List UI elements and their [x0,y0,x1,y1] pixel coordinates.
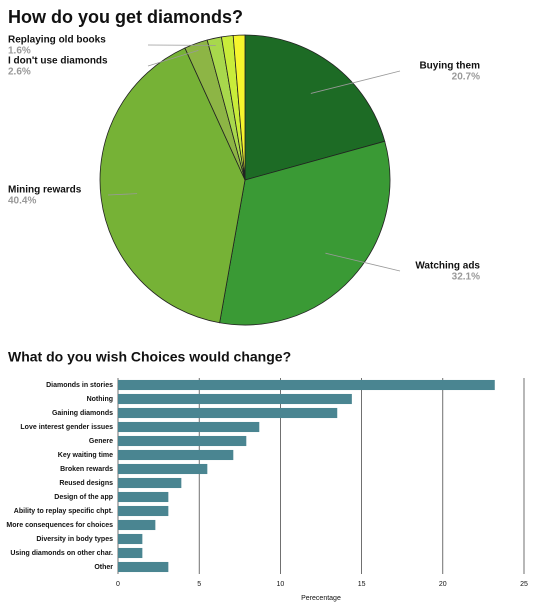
bar [118,393,352,405]
bar [118,561,169,573]
bar [118,505,169,517]
y-tick-label: Diversity in body types [36,536,113,543]
y-tick-label: Nothing [87,396,113,403]
x-tick-label: 5 [197,581,201,588]
x-tick-label: 20 [439,581,447,588]
slice-label: Mining rewards [8,185,82,196]
bar [118,477,182,489]
slice-label: Watching ads [415,261,480,272]
bar [118,547,143,559]
x-axis-label: Perecentage [301,595,341,602]
pie-slice [232,34,246,181]
x-tick-label: 25 [520,581,528,588]
y-tick-label: More consequences for choices [6,522,113,529]
y-tick-label: Diamonds in stories [46,382,113,389]
y-tick-label: Using diamonds on other char. [10,550,113,557]
leader-line [310,70,401,94]
slice-value: 1.6% [8,46,31,57]
y-tick-label: Love interest gender issues [20,424,113,431]
pie-title: How do you get diamonds? [8,7,243,27]
y-tick-label: Gaining diamonds [52,410,113,417]
slice-value: 2.6% [8,67,31,78]
slice-label: I don't use diamonds [8,56,108,67]
pie-slice [219,140,391,326]
pie-slice [244,34,386,181]
y-tick-label: Genere [89,438,113,445]
slice-label: Buying them [419,61,480,72]
pie-slice [99,47,246,324]
bar [118,519,156,531]
bar [118,463,208,475]
bar [118,533,143,545]
bar [118,407,338,419]
leader-line [147,50,199,67]
y-tick-label: Broken rewards [60,466,113,473]
bar [118,449,234,461]
slice-label: Replaying old books [8,35,106,46]
x-tick-label: 0 [116,581,120,588]
leader-line [107,193,138,196]
y-tick-label: Reused designs [59,480,113,487]
slice-value: 32.1% [452,272,480,283]
y-tick-label: Design of the app [54,494,113,501]
bar-title: What do you wish Choices would change? [8,349,291,365]
x-tick-label: 10 [277,581,285,588]
y-tick-label: Other [94,564,113,571]
bar [118,421,260,433]
bar [118,379,495,391]
y-tick-label: Key waiting time [58,452,113,459]
bar [118,491,169,503]
x-tick-label: 15 [358,581,366,588]
slice-value: 20.7% [452,72,480,83]
slice-value: 40.4% [8,196,36,207]
leader-line [325,252,401,272]
bar [118,435,247,447]
y-tick-label: Ability to replay specific chpt. [14,508,113,515]
